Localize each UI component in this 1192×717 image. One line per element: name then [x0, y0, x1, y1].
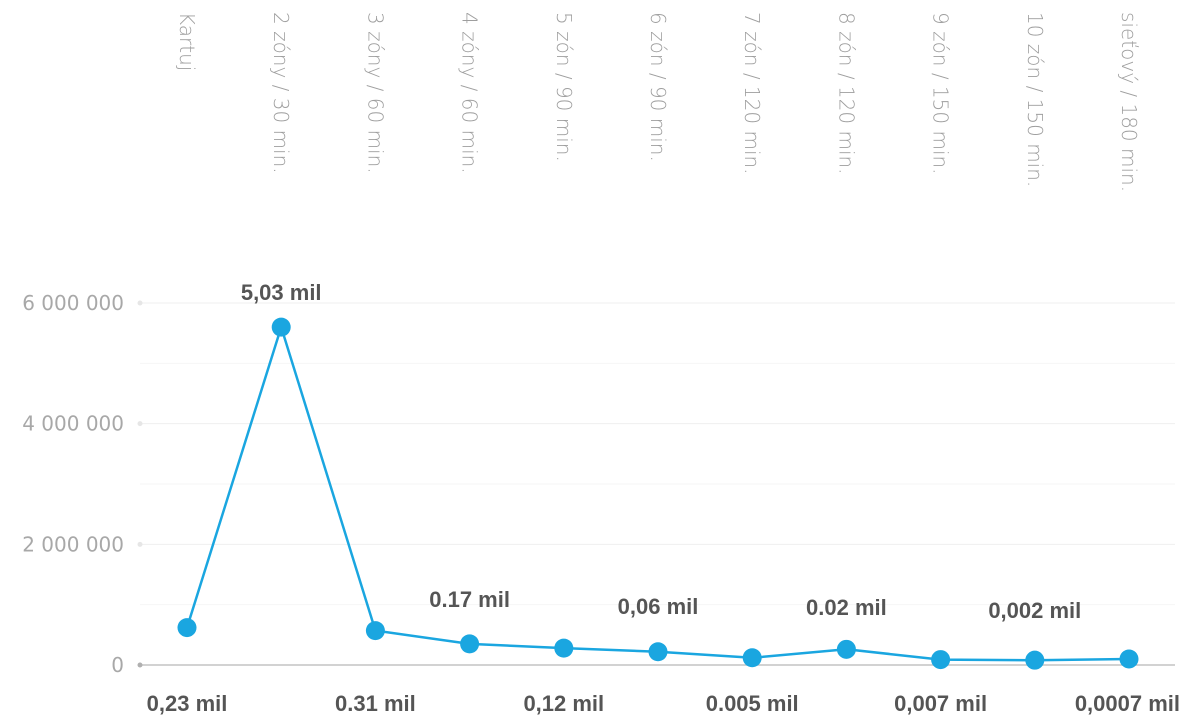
data-point[interactable] — [554, 638, 574, 658]
x-axis-category-labels: Kartuj 2 zóny / 30 min. 3 zóny / 60 min. 4 … — [175, 12, 1141, 192]
data-label: 0,002 mil — [988, 598, 1081, 623]
data-label: 0.31 mil — [335, 691, 416, 716]
x-category-label: 3 zóny / 60 min. — [363, 12, 387, 174]
data-point[interactable] — [460, 634, 480, 654]
grid-layer — [137, 300, 1175, 668]
data-label: 0,007 mil — [894, 691, 987, 716]
data-label: 0.17 mil — [429, 587, 510, 612]
data-point[interactable] — [177, 618, 197, 638]
data-label: 0.02 mil — [806, 595, 887, 620]
data-label: 5,03 mil — [241, 280, 322, 305]
data-label: 0,0007 mil — [1075, 691, 1180, 716]
data-point[interactable] — [931, 650, 951, 670]
y-tick-dot — [137, 541, 143, 547]
y-tick-label: 6 000 000 — [22, 291, 124, 315]
x-category-label: 7 zón / 120 min. — [740, 12, 764, 175]
data-point[interactable] — [1025, 650, 1045, 670]
data-label: 0,23 mil — [147, 691, 228, 716]
x-category-label: Kartuj — [175, 12, 199, 71]
x-category-label: sieťový / 180 min. — [1117, 12, 1141, 192]
data-point[interactable] — [1119, 649, 1139, 669]
y-tick-dot — [137, 421, 143, 427]
x-category-label: 9 zón / 150 min. — [929, 12, 953, 175]
y-axis-labels: 0 2 000 000 4 000 000 6 000 000 — [22, 291, 124, 677]
data-label: 0.005 mil — [706, 691, 799, 716]
x-category-label: 5 zón / 90 min. — [552, 12, 576, 162]
x-category-label: 6 zón / 90 min. — [646, 12, 670, 162]
y-tick-dot — [137, 300, 143, 306]
y-tick-label: 4 000 000 — [22, 412, 124, 436]
data-point[interactable] — [271, 317, 291, 337]
data-point[interactable] — [648, 642, 668, 662]
y-tick-dot — [137, 662, 143, 668]
x-category-label: 4 zóny / 60 min. — [458, 12, 482, 174]
data-label: 0,06 mil — [618, 594, 699, 619]
data-point[interactable] — [365, 621, 385, 641]
y-tick-label: 2 000 000 — [22, 532, 124, 556]
data-annotations: 5,03 mil 0.17 mil 0,06 mil 0.02 mil 0,002 mi… — [147, 280, 1180, 716]
data-point[interactable] — [742, 648, 762, 668]
y-tick-label: 0 — [111, 653, 124, 677]
x-category-label: 8 zón / 120 min. — [834, 12, 858, 175]
x-category-label: 2 zóny / 30 min. — [269, 12, 293, 174]
data-point[interactable] — [836, 639, 856, 659]
data-label: 0,12 mil — [523, 691, 604, 716]
x-category-label: 10 zón / 150 min. — [1023, 12, 1047, 187]
series-points-layer — [177, 317, 1139, 670]
